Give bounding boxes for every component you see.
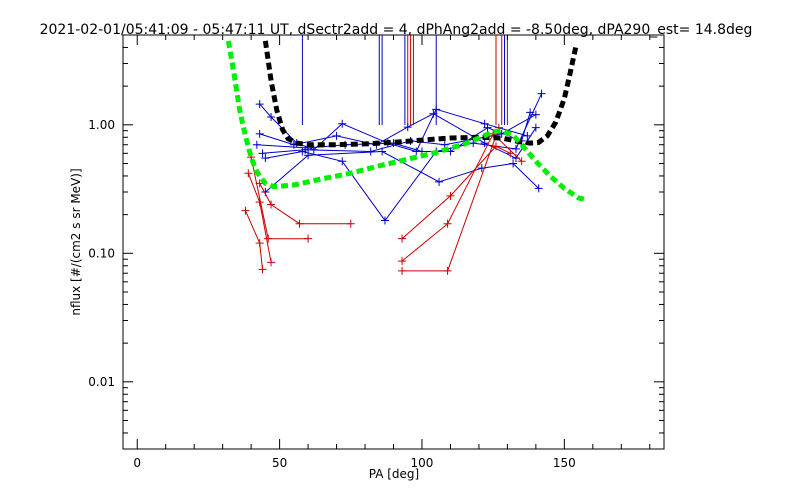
blue-series-point <box>338 119 347 128</box>
chart-title: 2021-02-01/05:41:09 - 05:47:11 UT, dSect… <box>40 22 753 38</box>
blue-series-point <box>480 139 489 148</box>
red-series-point <box>255 239 264 248</box>
blue-series-point <box>511 144 520 153</box>
blue-series-point <box>534 184 543 193</box>
blue-series-point <box>435 177 444 186</box>
blue-series-point <box>332 131 341 140</box>
red-series-point <box>244 169 253 178</box>
red-series-point <box>267 258 276 267</box>
blue-series-point <box>304 151 313 160</box>
green-fit-curve <box>225 40 588 203</box>
blue-series-point <box>378 147 387 156</box>
red-series-line <box>401 145 511 240</box>
blue-series-point <box>255 100 264 109</box>
blue-series-point <box>255 129 264 138</box>
x-tick-label: 0 <box>133 456 141 470</box>
blue-series-line <box>265 93 543 222</box>
blue-series-point <box>531 123 540 132</box>
black-fit-curve <box>262 40 579 148</box>
red-series-point <box>398 266 407 275</box>
y-tick-label: 0.10 <box>88 246 115 260</box>
blue-series-point <box>403 123 412 132</box>
blue-series-point <box>469 139 478 148</box>
blue-series-point <box>252 140 261 149</box>
red-series-point <box>492 142 501 151</box>
red-series-point <box>295 219 304 228</box>
blue-series-point <box>509 159 518 168</box>
fit-curves <box>225 40 588 203</box>
vertical-markers <box>301 35 508 125</box>
red-series-point <box>443 266 452 275</box>
blue-series-point <box>432 105 441 114</box>
red-series-point <box>267 200 276 209</box>
y-tick-label: 0.01 <box>88 375 115 389</box>
red-series-line <box>259 183 351 225</box>
blue-series-point <box>380 216 389 225</box>
red-series-line <box>401 133 522 262</box>
red-series-point <box>258 265 267 274</box>
red-series-point <box>304 234 313 243</box>
red-series-point <box>264 234 273 243</box>
y-tick-label: 1.00 <box>88 118 115 132</box>
blue-series-point <box>483 123 492 132</box>
red-series-point <box>443 219 452 228</box>
blue-series-point <box>537 89 546 98</box>
blue-series-point <box>298 147 307 156</box>
x-tick-label: 50 <box>272 456 287 470</box>
blue-series-point <box>267 113 276 122</box>
x-axis-title: PA [deg] <box>369 467 419 481</box>
blue-series-point <box>261 154 270 163</box>
blue-series-point <box>338 157 347 166</box>
y-axis-title: nflux [#/(cm2 s sr MeV)] <box>69 168 83 315</box>
red-series-point <box>446 191 455 200</box>
axes: 0 50 100 150 0.01 0.10 1.00 <box>88 34 664 470</box>
red-series-point <box>398 257 407 266</box>
plot-frame <box>122 34 665 450</box>
blue-series-point <box>429 109 438 118</box>
x-tick-label: 150 <box>553 456 576 470</box>
blue-series-point <box>531 110 540 119</box>
red-series-point <box>241 206 250 215</box>
red-series-point <box>346 219 355 228</box>
red-series-point <box>517 157 526 166</box>
x-tick-label: 100 <box>411 456 434 470</box>
blue-series-point <box>258 149 267 158</box>
blue-series-line <box>265 150 540 193</box>
red-series-point <box>398 234 407 243</box>
